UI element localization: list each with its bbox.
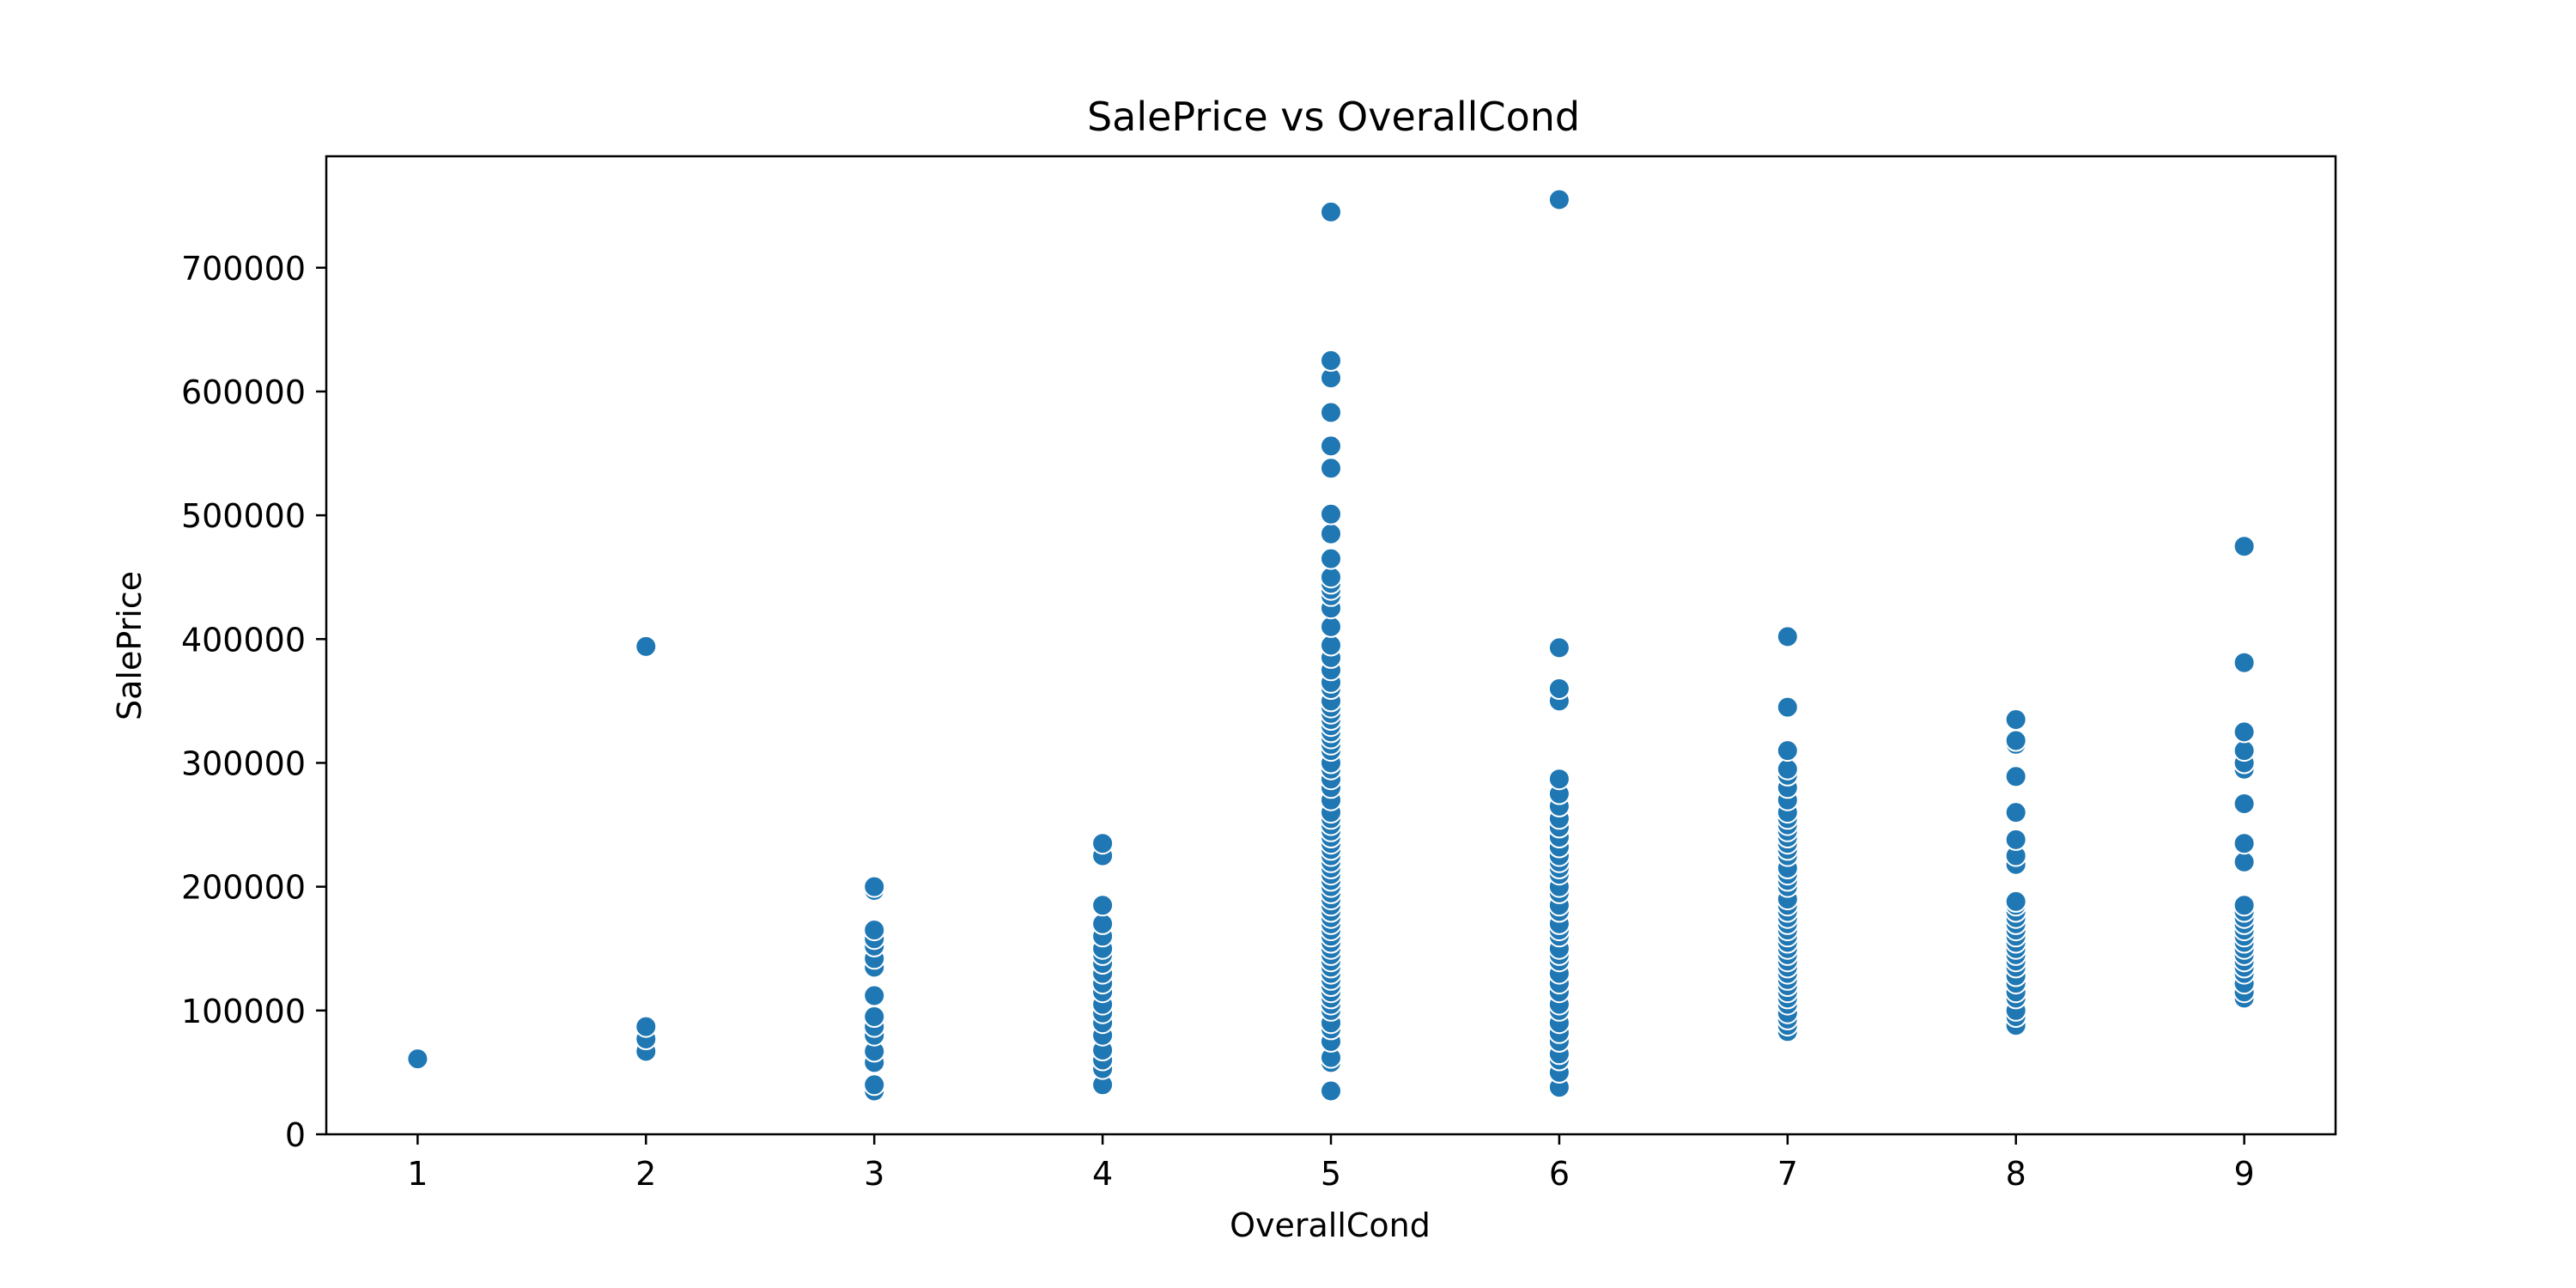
y-axis-label: SalePrice [111, 571, 149, 720]
data-point [1091, 912, 1115, 935]
data-point [2004, 765, 2027, 788]
data-point [1320, 502, 1342, 526]
y-tick-label: 600000 [181, 374, 306, 411]
x-tick-label: 4 [1092, 1155, 1113, 1193]
data-point [1320, 634, 1342, 657]
x-tick-label: 3 [864, 1155, 884, 1193]
data-point [2233, 535, 2256, 558]
data-point [1776, 625, 1799, 648]
data-point [1091, 832, 1115, 855]
data-point [2233, 832, 2256, 855]
data-point [2004, 890, 2027, 913]
y-tick-label: 500000 [181, 497, 306, 535]
data-point [1776, 696, 1799, 719]
data-point [1091, 894, 1115, 917]
y-axis-ticks: 0 100000 200000 300000 400000 500000 600000 700… [181, 250, 326, 1154]
x-tick-label: 5 [1321, 1155, 1341, 1193]
data-points-layer [406, 188, 2256, 1103]
x-tick-label: 7 [1777, 1155, 1798, 1193]
x-axis-ticks: 1 2 3 4 5 6 7 8 9 [407, 1134, 2255, 1193]
data-point [1320, 547, 1342, 570]
data-point [1320, 401, 1342, 424]
data-point [2004, 729, 2027, 752]
data-point [2233, 850, 2256, 873]
data-point [635, 635, 658, 658]
x-tick-label: 2 [635, 1155, 656, 1193]
y-tick-label: 400000 [181, 621, 306, 659]
x-axis-label: OverallCond [1230, 1206, 1431, 1244]
x-tick-label: 9 [2234, 1155, 2255, 1193]
data-point [2004, 708, 2027, 731]
y-tick-label: 100000 [181, 993, 306, 1030]
chart-title: SalePrice vs OverallCond [1087, 94, 1580, 140]
x-tick-label: 1 [407, 1155, 428, 1193]
data-point [1320, 566, 1342, 589]
data-point [2233, 793, 2256, 815]
x-tick-label: 8 [2006, 1155, 2026, 1193]
x-tick-label: 6 [1549, 1155, 1570, 1193]
data-point [863, 875, 886, 898]
data-point [2233, 739, 2256, 762]
data-point [863, 1005, 886, 1028]
data-point [1320, 434, 1342, 458]
data-point [2233, 894, 2256, 917]
data-point [1776, 757, 1799, 781]
y-tick-label: 0 [285, 1116, 306, 1154]
data-point [1320, 349, 1342, 372]
data-point [406, 1048, 429, 1071]
data-point [1776, 739, 1799, 762]
y-tick-label: 700000 [181, 250, 306, 288]
data-point [1320, 1079, 1342, 1103]
data-point [635, 1015, 658, 1038]
y-tick-label: 300000 [181, 744, 306, 782]
data-point [1547, 636, 1571, 659]
data-point [1320, 615, 1342, 638]
data-point [863, 1073, 886, 1097]
data-point [1547, 188, 1571, 211]
data-point [2233, 720, 2256, 744]
data-point [1320, 200, 1342, 223]
data-point [1320, 522, 1342, 545]
data-point [1547, 768, 1571, 791]
data-point [2233, 651, 2256, 674]
data-point [863, 984, 886, 1007]
data-point [1320, 457, 1342, 480]
data-point [2004, 828, 2027, 851]
data-point [2004, 801, 2027, 824]
data-point [863, 919, 886, 942]
y-tick-label: 200000 [181, 869, 306, 907]
data-point [1547, 677, 1571, 700]
